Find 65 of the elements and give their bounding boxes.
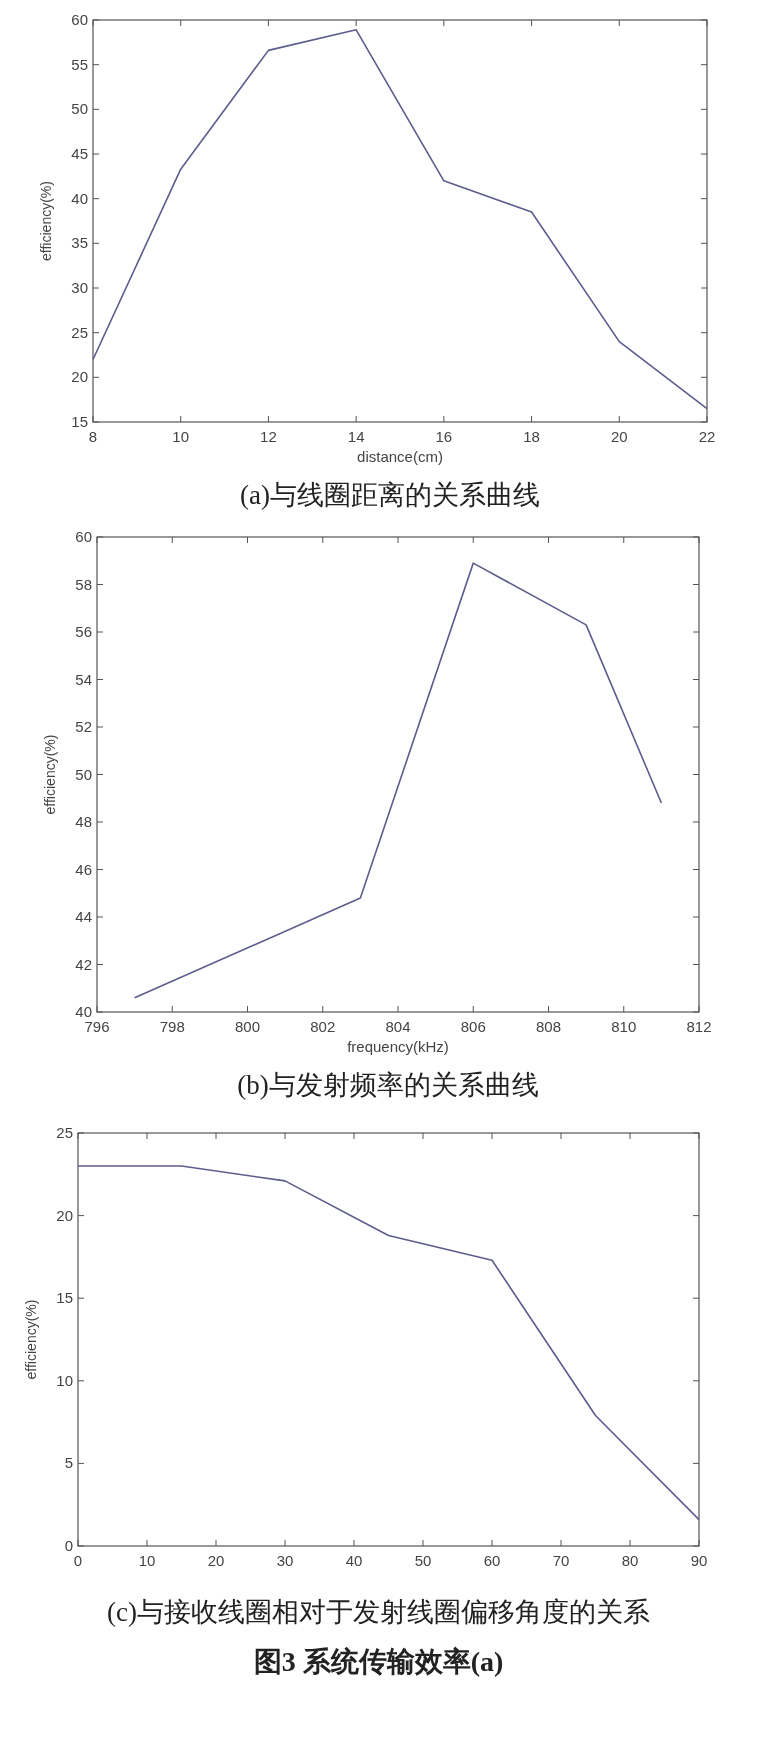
caption: 图3 系统传输效率(a) [253,1646,504,1677]
y-tick-label: 56 [75,623,92,640]
x-tick-label: 10 [138,1552,156,1569]
y-tick-label: 20 [71,368,88,386]
x-tick-label: 16 [435,428,453,445]
x-tick-label: 804 [385,1018,411,1035]
x-tick-label: 798 [159,1018,185,1035]
x-tick-label: 14 [347,428,365,445]
x-axis-title: distance(cm) [357,448,443,465]
y-axis-title: efficiency(%) [42,734,58,815]
y-tick-label: 0 [64,1537,73,1554]
y-tick-label: 58 [75,575,92,593]
x-tick-label: 802 [310,1018,336,1035]
text: (c)与接收线圈相对于发射线圈偏移角度的关系 [107,1597,650,1627]
y-tick-label: 60 [75,528,92,545]
x-tick-label: 8 [88,428,98,445]
y-tick-label: 42 [75,955,92,973]
y-tick-label: 40 [75,1003,92,1020]
y-tick-label: 44 [75,908,92,925]
y-tick-label: 5 [64,1454,73,1472]
y-tick-label: 15 [56,1289,73,1307]
y-tick-label: 54 [75,670,92,688]
y-tick-label: 25 [56,1124,73,1141]
x-tick-label: 90 [690,1552,708,1569]
y-tick-label: 48 [75,813,92,830]
y-tick-label: 35 [71,234,88,252]
x-axis-title: frequency(kHz) [347,1038,449,1055]
y-tick-label: 52 [75,718,92,735]
line-series [77,1165,700,1521]
y-tick-label: 60 [71,11,88,28]
y-tick-label: 50 [71,100,88,118]
x-tick-label: 808 [535,1018,562,1035]
y-tick-label: 20 [56,1206,73,1224]
x-tick-label: 20 [207,1552,225,1569]
y-tick-label: 30 [71,279,88,296]
x-tick-label: 60 [483,1552,501,1569]
y-axis-title: efficiency(%) [38,181,54,261]
line-series [92,29,708,410]
y-tick-label: 15 [71,413,88,430]
text: (a)与线圈距离的关系曲线 [240,480,540,510]
text: (b)与发射频率的关系曲线 [237,1070,539,1100]
x-tick-label: 40 [345,1552,363,1569]
y-tick-label: 45 [71,145,88,162]
x-tick-label: 50 [414,1552,432,1569]
x-tick-label: 20 [610,428,628,445]
x-tick-label: 810 [611,1018,637,1035]
line-series [133,562,663,999]
x-tick-label: 806 [460,1018,486,1035]
y-tick-label: 50 [75,765,92,783]
x-tick-label: 80 [621,1552,639,1569]
x-tick-label: 800 [234,1018,261,1035]
y-tick-label: 46 [75,860,92,878]
x-tick-label: 22 [698,428,716,445]
y-tick-label: 40 [71,189,88,207]
y-tick-label: 10 [56,1371,73,1389]
x-tick-label: 70 [552,1552,570,1569]
x-tick-label: 18 [523,428,540,445]
x-tick-label: 12 [260,428,277,445]
x-tick-label: 812 [686,1018,712,1035]
y-tick-label: 25 [71,323,88,341]
x-tick-label: 10 [172,428,190,445]
x-tick-label: 796 [84,1018,110,1035]
y-axis-title: efficiency(%) [23,1299,39,1380]
y-tick-label: 55 [71,55,88,73]
x-tick-label: 30 [276,1552,294,1569]
